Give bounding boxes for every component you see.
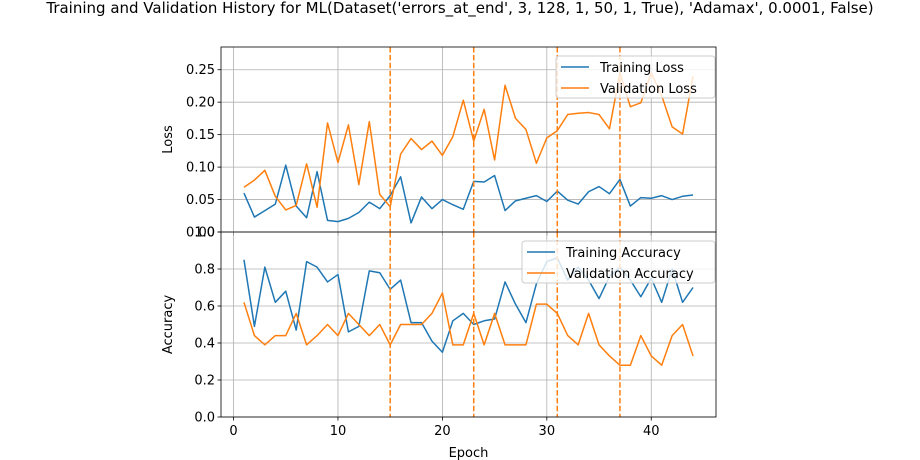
loss-panel: 0.00 0.05 0.10 0.15 0.20 0.25 Loss Training Los… (161, 46, 717, 241)
legend-label: Training Accuracy (565, 246, 681, 261)
y-tick-label: 0.4 (194, 337, 215, 352)
y-tick-label: 0.10 (186, 161, 215, 176)
y-tick-label: 1.0 (194, 226, 215, 241)
x-axis-label: Epoch (449, 446, 489, 460)
y-tick-label: 0.8 (194, 263, 215, 278)
y-tick-label: 0.0 (194, 411, 215, 426)
x-tick-label: 10 (330, 424, 347, 439)
y-tick-label: 0.15 (186, 128, 215, 143)
x-tick-label: 30 (539, 424, 556, 439)
y-axis-label: Loss (161, 125, 176, 154)
legend-label: Validation Loss (600, 82, 697, 97)
y-tick-label: 0.20 (186, 96, 215, 111)
training-series-line (243, 164, 694, 224)
accuracy-panel: 0.0 0.2 0.4 0.6 0.8 1.0 0 10 20 30 40 Accuracy Epoch… (161, 226, 717, 460)
axes-frame (220, 231, 717, 418)
legend-box (521, 240, 716, 284)
y-axis-label: Accuracy (161, 295, 176, 355)
legend: Training Accuracy Validation Accuracy (521, 240, 716, 284)
y-tick-label: 0.6 (194, 300, 215, 315)
y-tick-label: 0.25 (186, 63, 215, 78)
legend: Training Loss Validation Loss (555, 55, 716, 99)
y-tick-label: 0.05 (186, 193, 215, 208)
validation-series-line (243, 292, 694, 366)
x-tick-label: 20 (434, 424, 451, 439)
legend-label: Training Loss (599, 61, 684, 76)
y-tick-label: 0.00 (186, 226, 215, 241)
legend-label: Validation Accuracy (566, 267, 694, 282)
chart-title: Training and Validation History for ML(D… (45, 0, 873, 18)
legend-box (555, 55, 716, 99)
x-tick-label: 0 (229, 424, 237, 439)
y-tick-label: 0.2 (194, 374, 215, 389)
x-tick-label: 40 (643, 424, 660, 439)
